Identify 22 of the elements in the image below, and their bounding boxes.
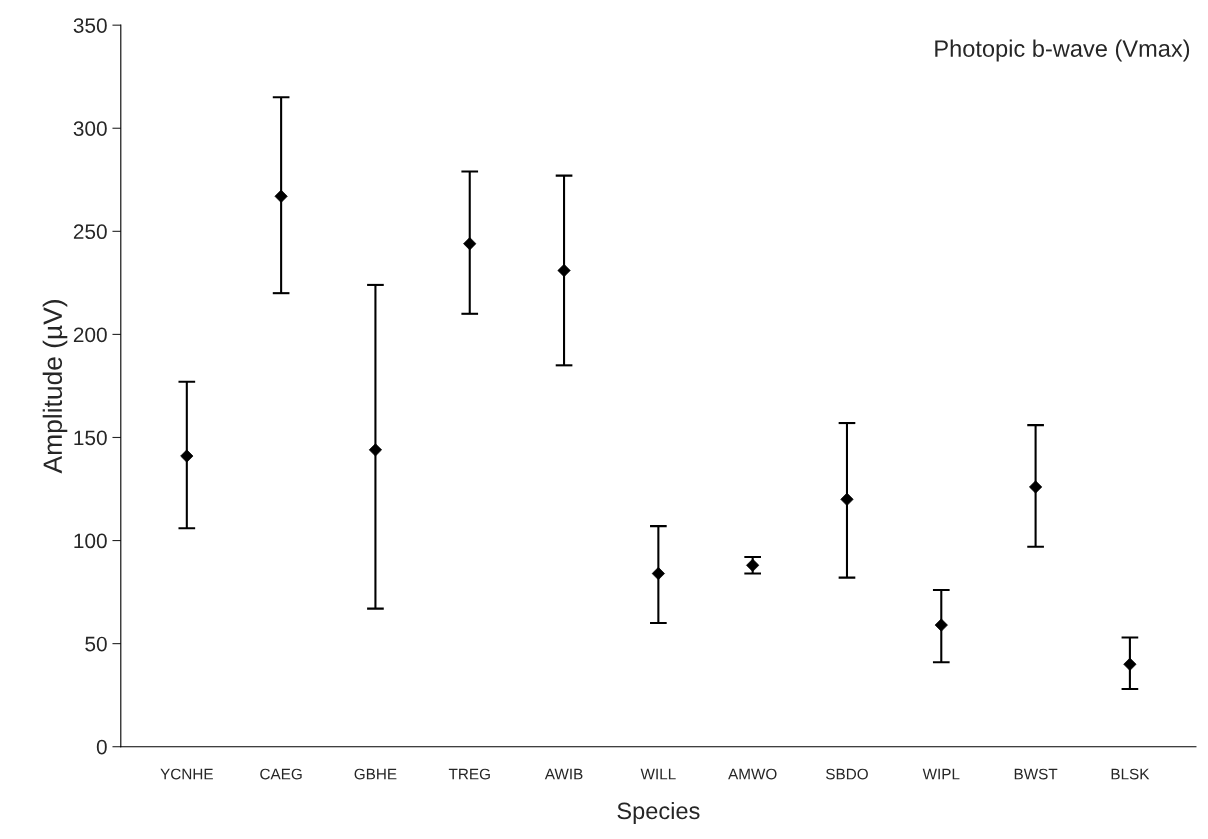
x-tick-label: TREG (448, 768, 490, 780)
x-tick-label: WIPL (922, 768, 960, 780)
x-tick-label: BLSK (1111, 768, 1150, 780)
y-tick-label: 350 (73, 18, 107, 33)
y-tick-label: 200 (73, 327, 107, 343)
x-tick-label: AWIB (544, 768, 583, 780)
x-axis-title: Species (617, 801, 700, 824)
x-tick-label: GBHE (354, 768, 397, 780)
x-tick-label: CAEG (260, 768, 302, 780)
x-tick-label: AMWO (728, 768, 777, 780)
x-tick-label: SBDO (826, 768, 868, 780)
y-tick-label: 50 (85, 636, 107, 652)
y-axis-title: Amplitude (µV) (42, 300, 68, 474)
x-tick-label: WILL (640, 768, 676, 780)
text: Photopic b-wave (Vmax) (935, 39, 1190, 62)
y-tick-label: 250 (73, 224, 107, 240)
y-tick-label: 150 (74, 430, 107, 446)
x-tick-label: BWST (1014, 768, 1058, 780)
x-tick-label: YCNHE (160, 768, 213, 780)
y-tick-label: 0 (96, 739, 107, 755)
y-tick-label: 100 (74, 533, 107, 549)
y-tick-label: 300 (73, 121, 107, 136)
